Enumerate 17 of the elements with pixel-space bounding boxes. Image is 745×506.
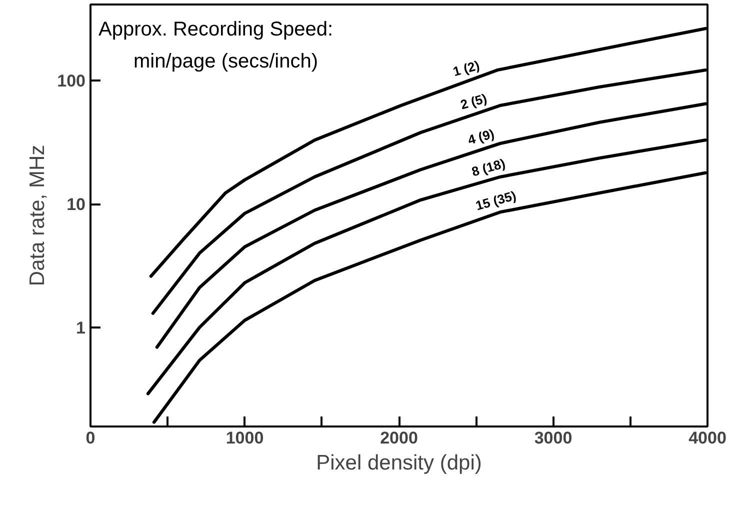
text: 4 (9) bbox=[466, 126, 496, 148]
x-tick-label: 3000 bbox=[534, 428, 572, 448]
y-axis-title: Data rate, MHz bbox=[26, 144, 50, 286]
annotation: min/page (secs/inch) bbox=[134, 50, 318, 72]
annotation: Approx. Recording Speed: bbox=[98, 18, 334, 40]
y-tick-label: 1 bbox=[76, 318, 86, 338]
text: 2 (5) bbox=[458, 90, 489, 112]
x-axis-title: Pixel density (dpi) bbox=[316, 452, 482, 474]
x-tick-label: 2000 bbox=[380, 428, 418, 448]
text: 8 (18) bbox=[470, 156, 507, 180]
y-tick-label: 10 bbox=[66, 195, 86, 214]
x-tick-label: 1000 bbox=[226, 428, 264, 448]
x-tick-label: 0 bbox=[86, 428, 96, 448]
text: 1 (2) bbox=[451, 58, 482, 80]
y-tick-label: 100 bbox=[57, 72, 86, 91]
text: 15 (35) bbox=[474, 188, 518, 214]
x-tick-label: 4000 bbox=[688, 428, 726, 448]
